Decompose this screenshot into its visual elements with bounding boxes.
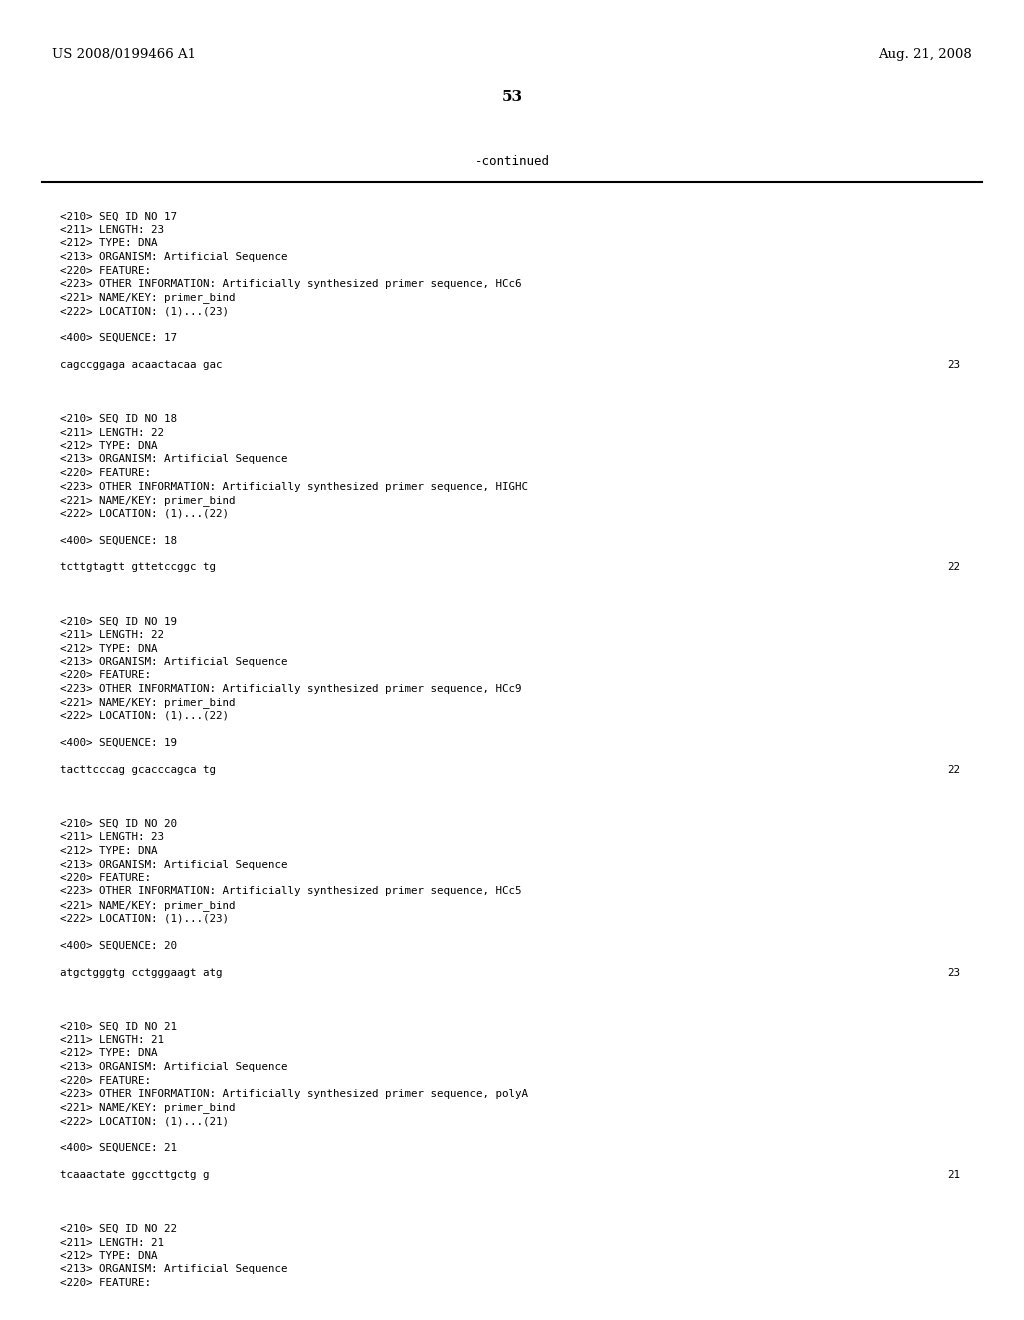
Text: <221> NAME/KEY: primer_bind: <221> NAME/KEY: primer_bind: [60, 293, 236, 304]
Text: Aug. 21, 2008: Aug. 21, 2008: [879, 48, 972, 61]
Text: <221> NAME/KEY: primer_bind: <221> NAME/KEY: primer_bind: [60, 697, 236, 709]
Text: 53: 53: [502, 90, 522, 104]
Text: cagccggaga acaactacaa gac: cagccggaga acaactacaa gac: [60, 360, 222, 370]
Text: tcaaactate ggccttgctg g: tcaaactate ggccttgctg g: [60, 1170, 210, 1180]
Text: <212> TYPE: DNA: <212> TYPE: DNA: [60, 1048, 158, 1059]
Text: <212> TYPE: DNA: <212> TYPE: DNA: [60, 1251, 158, 1261]
Text: <220> FEATURE:: <220> FEATURE:: [60, 265, 151, 276]
Text: <210> SEQ ID NO 22: <210> SEQ ID NO 22: [60, 1224, 177, 1234]
Text: <400> SEQUENCE: 21: <400> SEQUENCE: 21: [60, 1143, 177, 1152]
Text: <220> FEATURE:: <220> FEATURE:: [60, 873, 151, 883]
Text: <222> LOCATION: (1)...(23): <222> LOCATION: (1)...(23): [60, 306, 229, 315]
Text: <220> FEATURE:: <220> FEATURE:: [60, 469, 151, 478]
Text: <211> LENGTH: 23: <211> LENGTH: 23: [60, 833, 164, 842]
Text: <400> SEQUENCE: 18: <400> SEQUENCE: 18: [60, 536, 177, 545]
Text: <220> FEATURE:: <220> FEATURE:: [60, 1076, 151, 1085]
Text: 21: 21: [947, 1170, 961, 1180]
Text: <223> OTHER INFORMATION: Artificially synthesized primer sequence, polyA: <223> OTHER INFORMATION: Artificially sy…: [60, 1089, 528, 1100]
Text: <223> OTHER INFORMATION: Artificially synthesized primer sequence, HCc5: <223> OTHER INFORMATION: Artificially sy…: [60, 887, 521, 896]
Text: <222> LOCATION: (1)...(23): <222> LOCATION: (1)...(23): [60, 913, 229, 924]
Text: 23: 23: [947, 968, 961, 978]
Text: <212> TYPE: DNA: <212> TYPE: DNA: [60, 441, 158, 451]
Text: <222> LOCATION: (1)...(22): <222> LOCATION: (1)...(22): [60, 508, 229, 519]
Text: <213> ORGANISM: Artificial Sequence: <213> ORGANISM: Artificial Sequence: [60, 859, 288, 870]
Text: <212> TYPE: DNA: <212> TYPE: DNA: [60, 644, 158, 653]
Text: <210> SEQ ID NO 19: <210> SEQ ID NO 19: [60, 616, 177, 627]
Text: <212> TYPE: DNA: <212> TYPE: DNA: [60, 846, 158, 855]
Text: <400> SEQUENCE: 17: <400> SEQUENCE: 17: [60, 333, 177, 343]
Text: <213> ORGANISM: Artificial Sequence: <213> ORGANISM: Artificial Sequence: [60, 1063, 288, 1072]
Text: -continued: -continued: [474, 154, 550, 168]
Text: tcttgtagtt gttetccggc tg: tcttgtagtt gttetccggc tg: [60, 562, 216, 573]
Text: <210> SEQ ID NO 21: <210> SEQ ID NO 21: [60, 1022, 177, 1031]
Text: <211> LENGTH: 21: <211> LENGTH: 21: [60, 1035, 164, 1045]
Text: <221> NAME/KEY: primer_bind: <221> NAME/KEY: primer_bind: [60, 900, 236, 911]
Text: <400> SEQUENCE: 20: <400> SEQUENCE: 20: [60, 940, 177, 950]
Text: <210> SEQ ID NO 20: <210> SEQ ID NO 20: [60, 818, 177, 829]
Text: <211> LENGTH: 21: <211> LENGTH: 21: [60, 1238, 164, 1247]
Text: <223> OTHER INFORMATION: Artificially synthesized primer sequence, HCc9: <223> OTHER INFORMATION: Artificially sy…: [60, 684, 521, 694]
Text: <213> ORGANISM: Artificial Sequence: <213> ORGANISM: Artificial Sequence: [60, 1265, 288, 1275]
Text: <221> NAME/KEY: primer_bind: <221> NAME/KEY: primer_bind: [60, 1102, 236, 1113]
Text: atgctgggtg cctgggaagt atg: atgctgggtg cctgggaagt atg: [60, 968, 222, 978]
Text: <211> LENGTH: 22: <211> LENGTH: 22: [60, 428, 164, 437]
Text: <400> SEQUENCE: 19: <400> SEQUENCE: 19: [60, 738, 177, 748]
Text: <213> ORGANISM: Artificial Sequence: <213> ORGANISM: Artificial Sequence: [60, 454, 288, 465]
Text: 23: 23: [947, 360, 961, 370]
Text: <211> LENGTH: 23: <211> LENGTH: 23: [60, 224, 164, 235]
Text: <222> LOCATION: (1)...(22): <222> LOCATION: (1)...(22): [60, 711, 229, 721]
Text: <220> FEATURE:: <220> FEATURE:: [60, 1278, 151, 1288]
Text: <211> LENGTH: 22: <211> LENGTH: 22: [60, 630, 164, 640]
Text: <212> TYPE: DNA: <212> TYPE: DNA: [60, 239, 158, 248]
Text: <210> SEQ ID NO 18: <210> SEQ ID NO 18: [60, 414, 177, 424]
Text: tacttcccag gcacccagca tg: tacttcccag gcacccagca tg: [60, 766, 216, 775]
Text: <213> ORGANISM: Artificial Sequence: <213> ORGANISM: Artificial Sequence: [60, 252, 288, 261]
Text: 22: 22: [947, 562, 961, 573]
Text: <221> NAME/KEY: primer_bind: <221> NAME/KEY: primer_bind: [60, 495, 236, 506]
Text: 22: 22: [947, 766, 961, 775]
Text: US 2008/0199466 A1: US 2008/0199466 A1: [52, 48, 196, 61]
Text: <210> SEQ ID NO 17: <210> SEQ ID NO 17: [60, 211, 177, 222]
Text: <223> OTHER INFORMATION: Artificially synthesized primer sequence, HCc6: <223> OTHER INFORMATION: Artificially sy…: [60, 279, 521, 289]
Text: <223> OTHER INFORMATION: Artificially synthesized primer sequence, HIGHC: <223> OTHER INFORMATION: Artificially sy…: [60, 482, 528, 491]
Text: <222> LOCATION: (1)...(21): <222> LOCATION: (1)...(21): [60, 1115, 229, 1126]
Text: <220> FEATURE:: <220> FEATURE:: [60, 671, 151, 681]
Text: <213> ORGANISM: Artificial Sequence: <213> ORGANISM: Artificial Sequence: [60, 657, 288, 667]
